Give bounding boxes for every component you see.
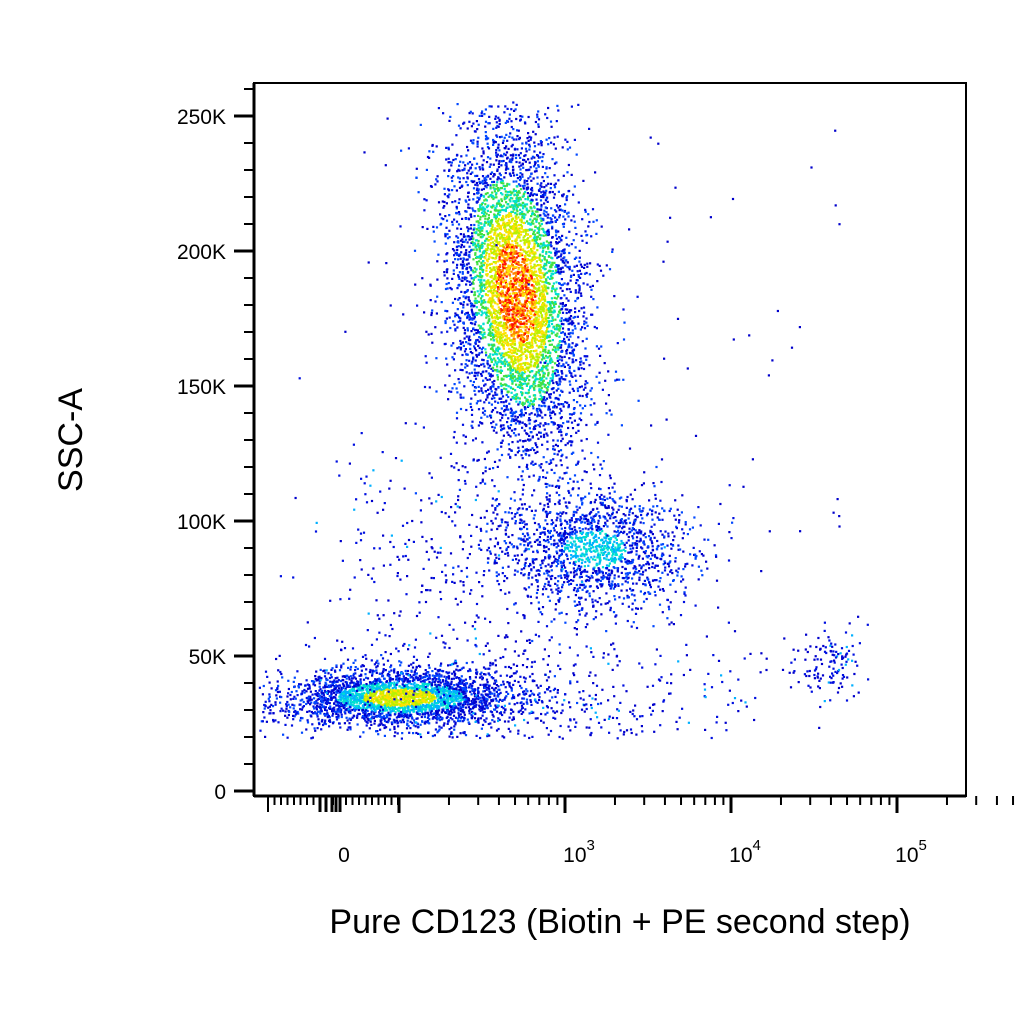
event-dots [258,101,870,740]
x-tick-label: 103 [563,837,595,867]
y-axis-title: SSC-A [52,388,90,492]
x-tick-label: 105 [895,837,927,867]
x-axis: 0 103 104 105 [254,794,1015,867]
x-tick-label: 0 [338,844,350,867]
y-tick-label: 0 [214,781,226,804]
y-tick-label: 250K [177,106,226,129]
y-tick-label: 200K [177,241,226,264]
y-tick-label: 50K [189,646,226,669]
x-axis-title: Pure CD123 (Biotin + PE second step) [329,903,910,941]
y-tick-label: 100K [177,511,226,534]
x-tick-label: 104 [729,837,761,867]
y-tick-label: 150K [177,376,226,399]
y-axis: 0 50K 100K 150K 200K 250K [177,83,256,804]
